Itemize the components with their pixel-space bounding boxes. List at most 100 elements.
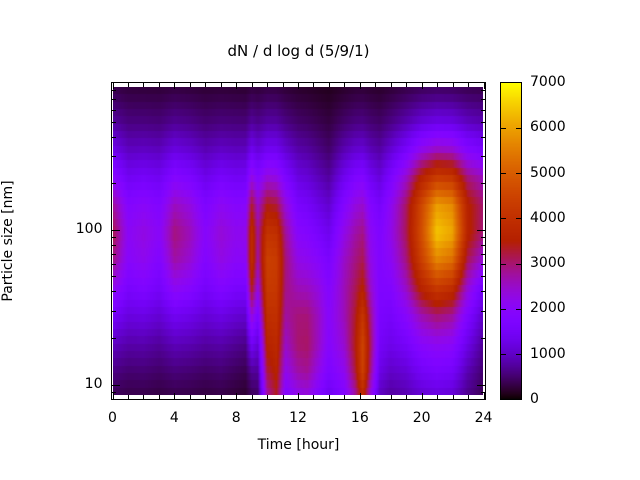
x-tick [174, 83, 175, 89]
y-tick [481, 122, 485, 123]
x-tick [283, 83, 284, 87]
x-tick [159, 83, 160, 87]
y-tick [112, 254, 116, 255]
y-tick [481, 392, 485, 393]
x-tick-label: 12 [289, 410, 307, 426]
x-tick [221, 395, 222, 399]
x-tick [437, 83, 438, 87]
y-tick [112, 183, 116, 184]
y-tick [481, 110, 485, 111]
x-tick-label: 0 [108, 410, 117, 426]
y-tick [112, 291, 116, 292]
x-tick [468, 83, 469, 87]
y-tick [112, 276, 116, 277]
colorbar-tick [516, 128, 521, 129]
x-tick-label: 20 [412, 410, 431, 426]
x-tick [298, 83, 299, 89]
x-tick [159, 395, 160, 399]
x-tick [484, 393, 485, 399]
y-tick [481, 311, 485, 312]
x-tick [313, 395, 314, 399]
y-tick [481, 338, 485, 339]
heatmap-canvas [113, 87, 483, 395]
y-tick [112, 122, 116, 123]
x-tick-label: 4 [169, 410, 179, 426]
x-tick [128, 83, 129, 87]
y-tick [112, 137, 116, 138]
y-tick [481, 137, 485, 138]
x-tick [143, 83, 144, 87]
x-tick [375, 395, 376, 399]
x-tick [236, 83, 237, 89]
x-tick [252, 395, 253, 399]
x-tick [360, 393, 361, 399]
x-tick [344, 83, 345, 87]
colorbar-tick [501, 264, 506, 265]
y-tick [112, 90, 116, 91]
x-tick [174, 393, 175, 399]
x-tick [422, 83, 423, 89]
x-tick [252, 83, 253, 87]
colorbar-tick [516, 309, 521, 310]
x-tick [313, 83, 314, 87]
y-tick-label: 10 [84, 376, 103, 393]
x-tick [468, 395, 469, 399]
x-tick [205, 83, 206, 87]
x-tick [437, 395, 438, 399]
x-tick [283, 395, 284, 399]
x-tick [298, 393, 299, 399]
y-tick [112, 230, 120, 231]
x-tick [205, 395, 206, 399]
colorbar-tick-label: 1000 [530, 345, 566, 362]
y-tick [112, 156, 116, 157]
colorbar-tick [501, 173, 506, 174]
x-tick [221, 83, 222, 87]
colorbar-tick [516, 354, 521, 355]
x-tick [113, 83, 114, 89]
y-tick [481, 237, 485, 238]
colorbar-tick [501, 218, 506, 219]
y-tick [112, 264, 116, 265]
y-tick [481, 156, 485, 157]
x-tick [391, 83, 392, 87]
x-tick [267, 83, 268, 87]
y-axis-label: Particle size [nm] [0, 180, 16, 302]
y-tick [112, 311, 116, 312]
y-tick [481, 99, 485, 100]
x-tick [422, 393, 423, 399]
colorbar-tick [516, 173, 521, 174]
y-tick [112, 237, 116, 238]
y-tick [481, 291, 485, 292]
y-tick [112, 110, 116, 111]
y-tick [477, 385, 485, 386]
x-tick [143, 395, 144, 399]
chart-title: dN / d log d (5/9/1) [227, 42, 370, 60]
x-tick [329, 83, 330, 87]
x-tick [406, 395, 407, 399]
y-tick [112, 99, 116, 100]
x-axis-label: Time [hour] [257, 437, 340, 453]
y-tick [112, 385, 120, 386]
x-tick [391, 395, 392, 399]
colorbar-tick [501, 309, 506, 310]
x-tick [406, 83, 407, 87]
colorbar-tick-label: 5000 [530, 164, 566, 181]
colorbar-tick-label: 6000 [530, 119, 566, 136]
colorbar-tick [501, 128, 506, 129]
x-tick [329, 395, 330, 399]
colorbar-canvas [501, 83, 521, 399]
colorbar-tick-label: 0 [530, 391, 539, 407]
x-tick [375, 83, 376, 87]
y-tick [481, 245, 485, 246]
colorbar-tick [516, 218, 521, 219]
y-tick-label: 100 [75, 221, 103, 238]
colorbar-tick-label: 2000 [530, 300, 566, 317]
y-tick [481, 276, 485, 277]
x-tick-label: 16 [350, 410, 369, 426]
x-tick-label: 24 [474, 410, 493, 426]
x-tick [236, 393, 237, 399]
x-tick [344, 395, 345, 399]
y-tick [477, 230, 485, 231]
y-tick [112, 338, 116, 339]
x-tick [128, 395, 129, 399]
